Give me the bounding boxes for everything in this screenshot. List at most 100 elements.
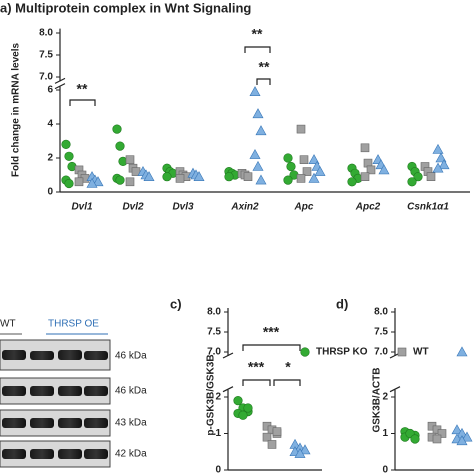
band-size: 42 kDa	[115, 449, 147, 460]
point	[243, 403, 253, 413]
point	[456, 435, 468, 446]
point	[407, 177, 417, 187]
point	[125, 155, 135, 164]
point	[426, 172, 436, 181]
y-tick-label: 7.5	[39, 50, 53, 61]
point	[366, 165, 376, 175]
point	[262, 432, 272, 442]
point	[283, 153, 293, 163]
point	[296, 174, 306, 183]
point	[272, 427, 282, 436]
point	[86, 177, 98, 188]
axis-break	[222, 386, 234, 393]
y-tick-label: 8.0	[39, 28, 53, 39]
band-size: 43 kDa	[115, 418, 147, 429]
legend-marker	[397, 347, 407, 357]
axis-break	[222, 352, 234, 359]
point	[115, 175, 125, 185]
point	[243, 172, 253, 181]
legend-label: WT	[413, 347, 429, 358]
significance-bracket	[242, 379, 271, 386]
point	[286, 161, 296, 172]
point	[438, 159, 450, 170]
lane-group-label: WT	[0, 319, 16, 330]
point	[249, 86, 261, 96]
axis-break	[389, 386, 401, 393]
x-tick-label: Axin2	[230, 202, 259, 213]
significance-bracket	[273, 379, 301, 386]
point	[233, 396, 243, 406]
point	[175, 174, 185, 183]
significance-bracket	[242, 344, 301, 351]
significance-bracket	[256, 78, 271, 85]
point	[410, 434, 420, 444]
point	[299, 155, 309, 164]
panel-label: d)	[336, 296, 348, 311]
y-tick-label: 7.0	[207, 347, 221, 358]
point	[224, 172, 234, 182]
y-axis-title: Fold change in mRNA levels	[11, 43, 22, 178]
point	[432, 434, 442, 444]
y-tick-label: 7.0	[39, 72, 53, 83]
y-tick-label: 2	[382, 392, 388, 403]
western-blot: WT THRSP OE 46 kDa 46 kDa 43 kDa 42 kDa	[0, 319, 147, 468]
significance-label: ***	[263, 324, 280, 340]
y-axis-title: p-GSK3B/GSK3B	[206, 354, 217, 435]
point	[238, 410, 248, 420]
band-size: 46 kDa	[115, 351, 147, 362]
point	[162, 172, 172, 182]
point	[299, 444, 311, 455]
y-tick-label: 1	[382, 428, 388, 439]
point	[283, 175, 293, 185]
significance-label: **	[259, 59, 270, 75]
legend-marker	[456, 346, 468, 357]
point	[255, 174, 267, 185]
point	[360, 172, 370, 181]
point	[296, 124, 306, 134]
point	[143, 171, 155, 181]
y-tick-label: 0	[382, 465, 388, 474]
point	[360, 143, 370, 153]
x-tick-label: Apc2	[355, 202, 381, 213]
point	[193, 171, 205, 181]
x-tick-label: Apc	[294, 202, 314, 213]
point	[308, 172, 320, 183]
x-tick-label: Dvl1	[71, 202, 93, 213]
legend-marker	[300, 347, 310, 357]
point	[314, 165, 326, 176]
point	[378, 164, 390, 175]
y-tick-label: 2	[215, 392, 221, 403]
point	[461, 431, 473, 442]
point	[61, 139, 71, 149]
x-tick-label: Dvl3	[172, 202, 194, 213]
y-tick-label: 0	[215, 465, 221, 474]
point	[64, 178, 74, 189]
point	[249, 148, 261, 159]
y-axis-title: GSK3B/ACTB	[372, 367, 383, 432]
axis-break	[54, 77, 66, 84]
y-tick-label: 6	[47, 85, 53, 96]
point	[432, 162, 444, 173]
point	[294, 447, 306, 458]
point	[74, 177, 84, 187]
point	[308, 154, 320, 164]
point	[413, 172, 423, 182]
point	[125, 177, 135, 187]
y-tick-label: 7.5	[207, 327, 221, 338]
y-tick-label: 0	[47, 187, 53, 198]
point	[302, 167, 312, 176]
significance-label: **	[77, 81, 88, 97]
y-tick-label: 2	[47, 153, 53, 164]
y-tick-label: 4	[47, 119, 53, 130]
y-tick-label: 7.5	[374, 327, 388, 338]
significance-bracket	[69, 99, 96, 106]
point	[267, 440, 277, 449]
y-tick-label: 1	[215, 428, 221, 439]
x-tick-label: Csnk1α1	[407, 202, 449, 213]
lane-group-label: THRSP OE	[48, 319, 99, 330]
axis-break	[54, 83, 66, 90]
point	[112, 124, 122, 134]
panel-label: c)	[170, 296, 182, 311]
chart-title: a) Multiprotein complex in Wnt Signaling	[0, 0, 251, 15]
